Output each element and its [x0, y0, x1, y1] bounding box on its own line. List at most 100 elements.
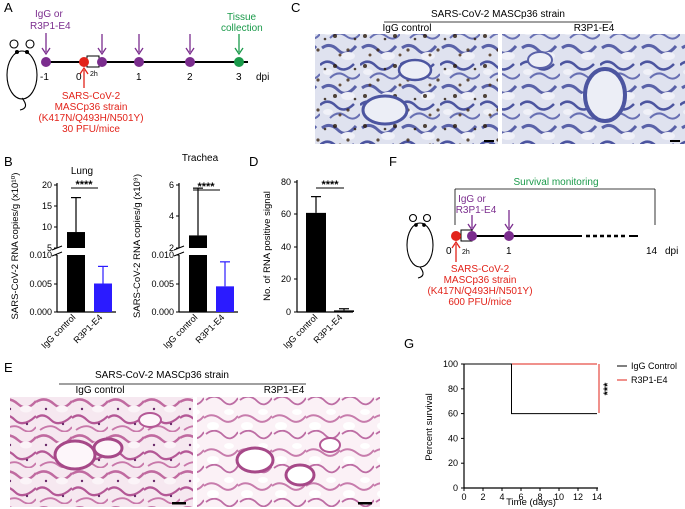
panel-e-he: SARS-CoV-2 MASCp36 strain IgG control R3…	[10, 370, 380, 507]
bar	[216, 286, 234, 312]
bar	[94, 283, 112, 312]
treatment-label: R3P1-E4	[456, 205, 497, 216]
tick-label: 12	[573, 492, 583, 502]
panel-letter-e: E	[4, 360, 13, 375]
survival-ticks: 0 2 4 6 8 10 12 14 0 20 40 60 80 100	[443, 359, 602, 502]
infection-arrow	[451, 240, 461, 262]
treatment-label: IgG or	[458, 194, 486, 205]
virus-label: SARS-CoV-2	[62, 91, 121, 102]
dpi-unit: dpi	[665, 246, 678, 257]
panel-e-title: SARS-CoV-2 MASCp36 strain	[95, 370, 229, 381]
category-label: IgG control	[161, 312, 199, 350]
tick-label: 14	[592, 492, 602, 502]
day-tick: 14	[646, 246, 658, 257]
mouse-icon	[406, 213, 434, 279]
legend-label: IgG Control	[631, 361, 677, 371]
gap-label: 2h	[462, 249, 470, 256]
tick-label: 20	[448, 458, 458, 468]
day-tick: 0	[446, 246, 452, 257]
tick-label: 0.000	[29, 307, 52, 317]
panel-letter-a: A	[4, 0, 13, 15]
tick-label: 6	[169, 180, 174, 190]
tick	[294, 181, 297, 313]
tick-label: 80	[281, 177, 291, 187]
panel-letter-b: B	[4, 154, 13, 169]
day-tick: 1	[506, 246, 512, 257]
tick-label: 0.010	[29, 250, 52, 260]
survival-xlabel: Time (days)	[506, 497, 556, 508]
panel-d-ylabel: No. of RNA positive signal	[262, 191, 273, 301]
tick-label: 2	[169, 243, 174, 253]
panel-b-charts: Lung Trachea SARS-CoV-2 RNA copies/g (x1…	[10, 153, 238, 351]
day-tick: 2	[187, 72, 193, 83]
day-tick: -1	[40, 72, 49, 83]
panel-c-title: SARS-CoV-2 MASCp36 strain	[431, 9, 565, 20]
panel-letter-g: G	[404, 336, 414, 351]
tick-label: 8	[537, 492, 542, 502]
bar	[334, 310, 354, 312]
panel-b-bars	[67, 187, 234, 312]
tick-label: 0.005	[29, 279, 52, 289]
gap-label: 2h	[90, 71, 98, 78]
virus-label: 600 PFU/mice	[448, 297, 512, 308]
tick-label: 80	[448, 384, 458, 394]
treatment-label: IgG or	[35, 9, 63, 20]
bar	[67, 255, 85, 312]
tick-label: 20	[42, 180, 52, 190]
significance-label: ****	[321, 179, 339, 191]
dpi-unit: dpi	[256, 72, 269, 83]
tick-label: 20	[281, 274, 291, 284]
dose-arrow	[41, 33, 195, 56]
tick-label: 0	[286, 307, 291, 317]
survival-lines	[464, 363, 597, 415]
survival-line	[464, 363, 597, 415]
category-label: R3P1-E4	[194, 312, 227, 345]
virus-label: MASCp36 strain	[55, 102, 128, 113]
panel-e-right-label: R3P1-E4	[264, 385, 305, 396]
tick-label: 15	[42, 201, 52, 211]
tick-label: 0.000	[151, 307, 174, 317]
tick-label: 40	[281, 242, 291, 252]
trachea-ylabel: SARS-CoV-2 RNA copies/g (x10⁹)	[132, 174, 143, 318]
infection-arrow	[79, 66, 89, 88]
panel-g-chart: Percent survival Time (days) 0 2 4 6 8 10 12 14…	[424, 359, 677, 508]
tick-label: 40	[448, 433, 458, 443]
collection-label: Tissue	[227, 12, 257, 23]
tick-label: 6	[518, 492, 523, 502]
bar	[189, 255, 207, 312]
legend-label: R3P1-E4	[631, 375, 668, 385]
virus-label: MASCp36 strain	[444, 275, 517, 286]
bar	[189, 235, 207, 248]
he-image-igg	[10, 397, 193, 507]
tick-label: 10	[42, 222, 52, 232]
tick	[176, 184, 179, 313]
collection-arrow	[234, 34, 244, 56]
panel-f-timeline: Survival monitoring IgG or R3P1-E4 2h 0 …	[406, 177, 678, 308]
category-label: IgG control	[39, 312, 77, 350]
category-label: R3P1-E4	[72, 312, 105, 345]
lung-title: Lung	[71, 166, 93, 177]
tick-label: 60	[281, 209, 291, 219]
tick-label: 0	[461, 492, 466, 502]
significance-label: ***	[602, 382, 614, 396]
he-image-r3p1	[197, 397, 380, 507]
panel-d-chart: No. of RNA positive signal 80 60 40 20 0…	[262, 177, 354, 351]
tick-label: 0.010	[151, 250, 174, 260]
panel-a-timeline: IgG or R3P1-E4 2h Tissue collection -1 0…	[6, 9, 269, 135]
panel-c-left-label: IgG control	[383, 23, 432, 34]
panel-c-ihc: SARS-CoV-2 MASCp36 strain IgG control R3…	[315, 9, 685, 144]
significance-label: ****	[75, 179, 93, 191]
bar	[67, 232, 85, 248]
category-label: IgG control	[281, 312, 319, 350]
virus-label: 30 PFU/mice	[62, 124, 120, 135]
tick	[54, 184, 57, 313]
significance-label: ****	[197, 181, 215, 193]
legend: IgG Control R3P1-E4	[617, 361, 677, 385]
ihc-image-r3p1	[502, 34, 685, 144]
monitor-label: Survival monitoring	[513, 177, 598, 188]
virus-label: SARS-CoV-2	[451, 264, 510, 275]
collection-label: collection	[221, 23, 263, 34]
virus-label: (K417N/Q493H/N501Y)	[38, 113, 143, 124]
day-tick: 1	[136, 72, 142, 83]
